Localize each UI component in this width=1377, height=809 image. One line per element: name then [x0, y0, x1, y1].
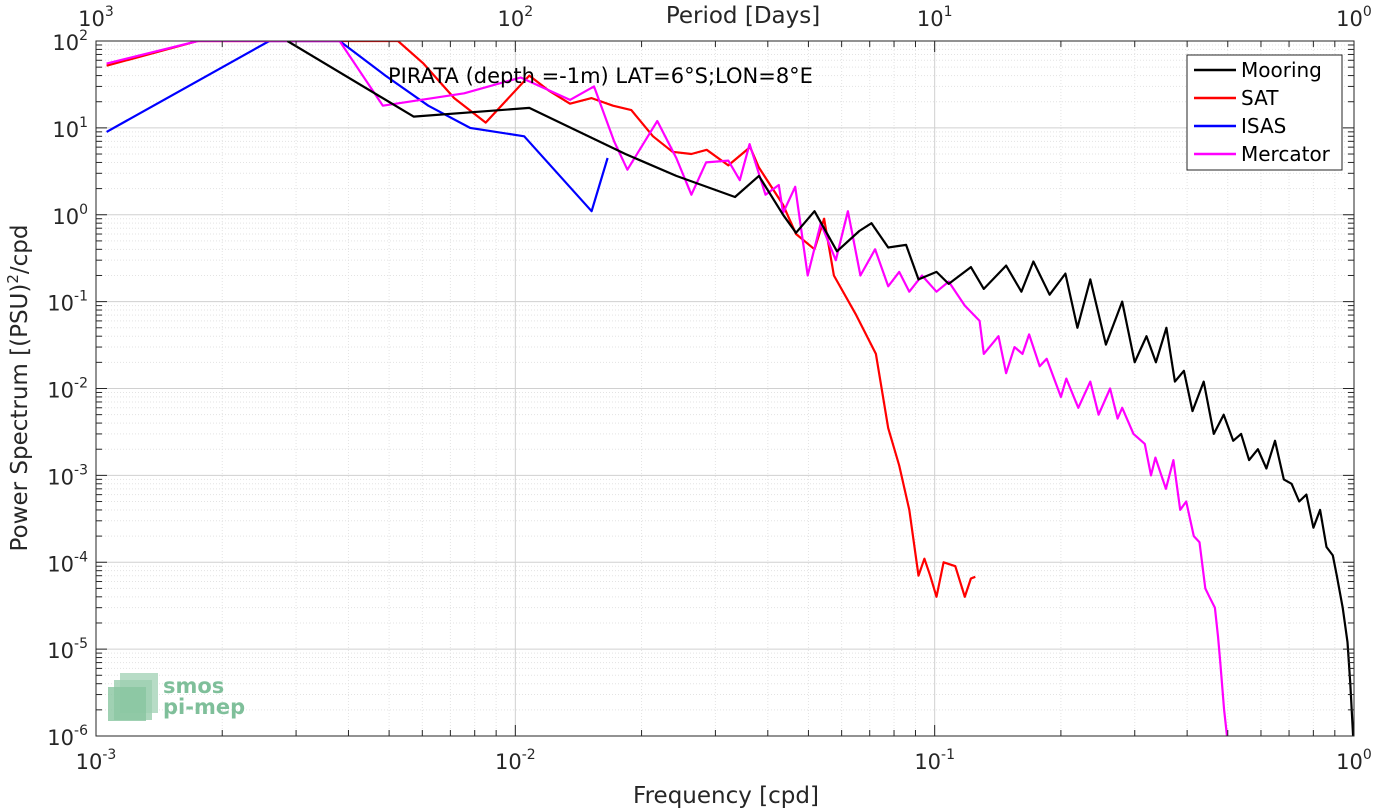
tick-exponent: -5	[74, 636, 88, 652]
tick-exponent: -1	[74, 289, 88, 305]
legend-label: Mooring	[1241, 58, 1322, 82]
tick-base: 10	[76, 750, 103, 774]
y-tick-label: 10-5	[47, 636, 88, 663]
tick-exponent: -2	[74, 376, 88, 392]
tick-base: 10	[914, 750, 941, 774]
tick-base: 10	[47, 292, 74, 316]
series-line-sat	[106, 41, 976, 598]
tick-exponent: 1	[79, 115, 88, 131]
tick-base: 10	[917, 7, 944, 31]
logo-text-pi-mep: pi-mep	[163, 695, 245, 719]
y-tick-label: 102	[52, 28, 88, 55]
tick-base: 10	[52, 205, 79, 229]
tick-base: 10	[47, 726, 74, 750]
x-tick-label: 10-2	[495, 747, 536, 774]
minor-grid	[96, 41, 1354, 736]
tick-exponent: 0	[1363, 747, 1372, 763]
x-tick-labels: 10-3 10-2 10-1 100	[76, 747, 1372, 774]
x-tick-label: 10-3	[76, 747, 117, 774]
legend-box	[1186, 54, 1343, 171]
tick-marks	[95, 40, 1355, 737]
logo-layer-front	[108, 687, 146, 721]
tick-exponent: -1	[941, 747, 955, 763]
legend-label: ISAS	[1241, 114, 1286, 138]
x-axis-label: Frequency [cpd]	[633, 783, 819, 809]
top-tick-label: 100	[1336, 4, 1372, 31]
tick-exponent: -6	[74, 723, 88, 739]
y-axis-label: Power Spectrum [(PSU)2/cpd	[4, 225, 33, 552]
tick-exponent: -3	[74, 462, 88, 478]
tick-exponent: -4	[74, 549, 88, 565]
tick-base: 10	[47, 379, 74, 403]
legend: Mooring SAT ISAS Mercator	[1186, 54, 1343, 171]
tick-base: 10	[52, 31, 79, 55]
top-tick-label: 103	[78, 4, 114, 31]
legend-item-isas: ISAS	[1194, 114, 1286, 138]
tick-base: 10	[1336, 750, 1363, 774]
legend-label: SAT	[1241, 86, 1279, 110]
top-axis-label: Period [Days]	[666, 3, 820, 29]
y-axis-label-sup: 2	[4, 274, 22, 284]
tick-exponent: 2	[524, 4, 533, 20]
y-tick-label: 10-6	[47, 723, 88, 750]
tick-exponent: 0	[79, 202, 88, 218]
y-tick-label: 10-4	[47, 549, 88, 576]
y-tick-label: 10-2	[47, 376, 88, 403]
top-tick-label: 102	[498, 4, 534, 31]
x-tick-label: 100	[1336, 747, 1372, 774]
top-tick-label: 101	[917, 4, 953, 31]
tick-base: 10	[78, 7, 105, 31]
tick-base: 10	[47, 552, 74, 576]
y-tick-label: 101	[52, 115, 88, 142]
series-line-mooring	[286, 41, 1354, 736]
logo-text-smos: smos	[163, 674, 224, 698]
tick-base: 10	[1336, 7, 1363, 31]
tick-exponent: -2	[522, 747, 536, 763]
y-tick-label: 10-3	[47, 462, 88, 489]
tick-base: 10	[495, 750, 522, 774]
legend-item-mercator: Mercator	[1194, 142, 1331, 166]
top-tick-labels: 103 102 101 100	[78, 4, 1372, 31]
series-layer	[106, 41, 1354, 736]
tick-exponent: 0	[1363, 4, 1372, 20]
y-tick-label: 10-1	[47, 289, 88, 316]
tick-exponent: -3	[102, 747, 116, 763]
chart-title: PIRATA (depth =-1m) LAT=6°S;LON=8°E	[388, 64, 813, 88]
series-line-isas	[106, 41, 609, 213]
smos-pi-mep-logo: smos pi-mep	[108, 673, 245, 721]
y-axis-label-suffix: /cpd	[7, 225, 33, 275]
y-tick-label: 100	[52, 202, 88, 229]
tick-base: 10	[47, 639, 74, 663]
tick-base: 10	[47, 465, 74, 489]
x-tick-label: 10-1	[914, 747, 955, 774]
tick-base: 10	[52, 118, 79, 142]
tick-exponent: 2	[79, 28, 88, 44]
series-line-mercator	[106, 41, 1229, 736]
legend-item-mooring: Mooring	[1194, 58, 1322, 82]
legend-item-sat: SAT	[1194, 86, 1279, 110]
legend-label: Mercator	[1241, 142, 1331, 166]
tick-base: 10	[498, 7, 525, 31]
y-axis-label-main: Power Spectrum [(PSU)	[7, 284, 33, 552]
tick-exponent: 1	[944, 4, 953, 20]
tick-exponent: 3	[105, 4, 114, 20]
